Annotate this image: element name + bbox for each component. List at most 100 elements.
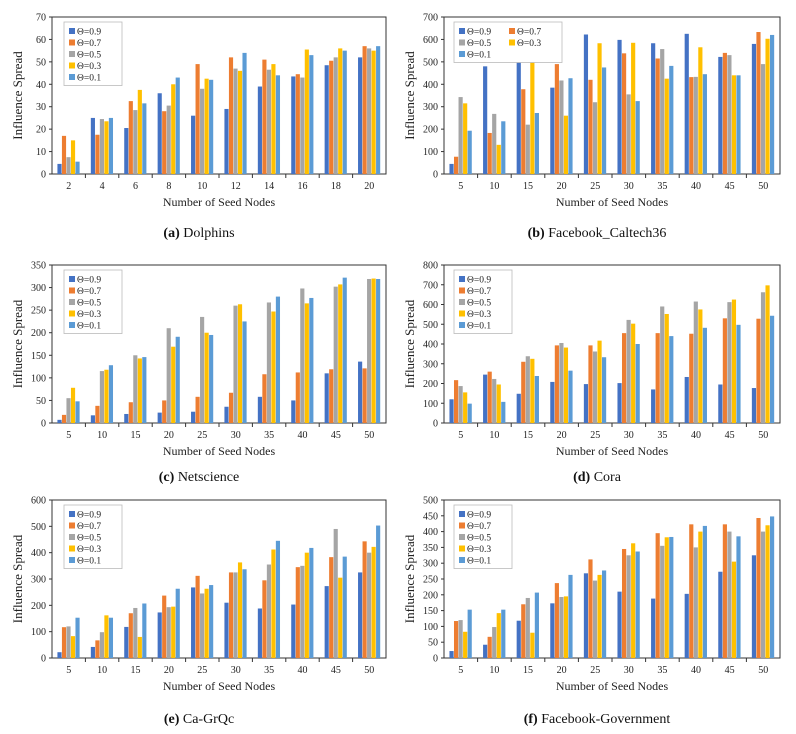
bar-chart: 0 50 100 150 200 250 300 350 5 10 15 20 25 30 35 40 45 50… (10, 261, 387, 458)
x-tick-label: 35 (657, 665, 667, 676)
legend-label: Θ=0.1 (77, 557, 101, 567)
x-tick-label: 35 (264, 665, 274, 676)
bar-chart: 0 10 20 30 40 50 60 70 2 4 6 8 10 12 14 16 18 20 Number of… (10, 13, 387, 209)
bar (463, 103, 468, 174)
bar (291, 76, 296, 174)
legend-label: Θ=0.3 (77, 545, 101, 555)
x-tick-label: 25 (197, 665, 207, 676)
bar (463, 631, 468, 658)
bar (233, 572, 238, 658)
legend-label: Θ=0.3 (77, 310, 101, 320)
y-tick-label: 10 (36, 147, 46, 158)
bar (765, 38, 770, 175)
legend-label: Θ=0.9 (77, 276, 101, 286)
legend-swatch (459, 545, 465, 552)
bar (324, 586, 329, 658)
x-tick-label: 2 (66, 181, 71, 192)
bar (693, 301, 698, 423)
x-tick-label: 50 (364, 430, 374, 441)
bar (736, 536, 741, 658)
bar (195, 396, 200, 423)
bar (271, 549, 276, 658)
x-axis-label: Number of Seed Nodes (163, 679, 276, 693)
y-tick-label: 200 (31, 328, 46, 339)
x-tick-label: 25 (590, 665, 600, 676)
bar (358, 57, 363, 174)
legend-swatch (459, 534, 465, 540)
y-tick-label: 400 (423, 80, 438, 91)
legend-label: Θ=0.7 (77, 39, 101, 49)
bar (99, 119, 104, 174)
bar (592, 102, 598, 174)
bar (224, 406, 229, 423)
bar (583, 34, 589, 174)
bar (550, 381, 555, 423)
legend-box (453, 21, 563, 63)
x-tick-label: 10 (197, 181, 207, 192)
bar (266, 69, 271, 174)
y-tick-label: 300 (423, 102, 438, 113)
y-tick-label: 0 (41, 654, 46, 665)
bar (333, 286, 338, 423)
bar (66, 398, 71, 423)
x-tick-label: 30 (231, 430, 241, 441)
bar (295, 567, 300, 658)
bar (655, 333, 660, 423)
bar (237, 562, 243, 658)
bar (257, 608, 262, 658)
y-tick-label: 400 (31, 548, 46, 559)
bar (309, 55, 314, 174)
bar (142, 103, 147, 174)
bar (376, 525, 381, 658)
x-tick-label: 30 (624, 181, 634, 192)
bar (162, 400, 167, 423)
bar (583, 384, 589, 423)
bar (376, 46, 381, 174)
bar (157, 93, 162, 174)
bar (157, 612, 162, 658)
bar (453, 380, 459, 423)
x-tick-label: 45 (725, 665, 735, 676)
bar (463, 392, 468, 423)
bar (483, 374, 488, 423)
legend-label: Θ=0.7 (467, 287, 491, 297)
legend-swatch (69, 322, 75, 328)
bar (200, 316, 205, 423)
bar (689, 333, 694, 423)
bar (171, 346, 176, 423)
x-tick-label: 40 (691, 181, 701, 192)
y-tick-label: 600 (31, 496, 46, 507)
chart-panel-ca-grqc: 0 100 200 300 400 500 600 5 10 15 20 25 30 35 40 45 50 Nu… (0, 490, 398, 734)
bar (204, 78, 209, 174)
caption-letter: (c) (158, 470, 175, 485)
legend-label: Θ=0.1 (77, 322, 101, 332)
bar (90, 646, 95, 658)
bar (664, 78, 669, 174)
bar (70, 387, 76, 423)
bar (492, 113, 497, 174)
y-tick-label: 600 (423, 300, 438, 311)
x-tick-label: 15 (523, 430, 533, 441)
legend-label: Θ=0.1 (467, 322, 491, 332)
bar (635, 344, 640, 423)
bar (175, 588, 180, 658)
y-tick-label: 500 (423, 496, 438, 507)
y-axis-label: Influence Spread (402, 534, 417, 623)
bar (66, 626, 71, 658)
bar (291, 400, 296, 423)
x-tick-label: 30 (624, 430, 634, 441)
legend-swatch (69, 74, 75, 80)
bar (702, 327, 707, 423)
bar (124, 128, 129, 174)
legend-label: Θ=0.5 (77, 534, 101, 544)
legend-swatch (69, 522, 75, 529)
bar (162, 111, 167, 174)
bar (275, 540, 281, 658)
bar (550, 87, 555, 174)
y-tick-label: 0 (433, 170, 438, 181)
bar (362, 541, 367, 658)
legend-swatch (69, 557, 75, 563)
bar (242, 321, 247, 423)
bar (338, 577, 343, 658)
chart-caption: (a) Dolphins (0, 226, 398, 242)
